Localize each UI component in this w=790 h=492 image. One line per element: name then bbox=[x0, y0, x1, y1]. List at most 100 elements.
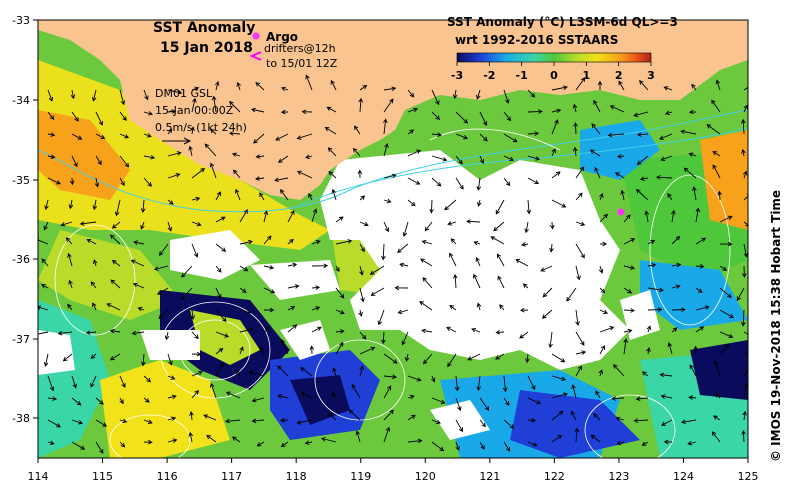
current-vector bbox=[671, 262, 682, 268]
current-vector bbox=[736, 287, 745, 302]
current-vector bbox=[551, 375, 567, 382]
current-vector bbox=[300, 367, 313, 377]
current-vector bbox=[646, 325, 652, 333]
current-vector bbox=[477, 199, 482, 207]
map-date: 15 Jan 2018 bbox=[160, 40, 253, 56]
current-vector bbox=[503, 397, 510, 406]
current-vector bbox=[695, 305, 710, 311]
current-vector bbox=[542, 287, 553, 298]
current-vector bbox=[712, 164, 721, 179]
current-vector bbox=[572, 103, 578, 113]
current-vector bbox=[473, 240, 481, 246]
current-vector bbox=[167, 151, 182, 157]
current-vector bbox=[493, 221, 505, 232]
current-vector bbox=[95, 155, 102, 166]
current-vector bbox=[683, 167, 697, 179]
current-vector bbox=[526, 199, 532, 215]
current-vector bbox=[167, 375, 176, 380]
current-vector bbox=[496, 253, 505, 267]
current-vector bbox=[503, 419, 515, 429]
current-vector bbox=[521, 242, 529, 247]
current-vector bbox=[431, 132, 442, 138]
current-vector bbox=[667, 193, 673, 201]
current-vector bbox=[549, 243, 554, 253]
current-vector bbox=[719, 241, 733, 247]
current-vector bbox=[429, 199, 434, 214]
cloud-mask-region bbox=[140, 330, 200, 360]
current-vector bbox=[157, 287, 169, 295]
current-vector bbox=[359, 365, 365, 377]
warm-anomaly-patch bbox=[700, 130, 748, 230]
current-vector bbox=[355, 430, 361, 443]
current-vector bbox=[190, 309, 196, 320]
current-vector bbox=[209, 128, 217, 135]
current-vector bbox=[575, 192, 583, 201]
cloud-mask-region bbox=[38, 330, 75, 375]
current-vector bbox=[404, 353, 410, 362]
current-vector bbox=[369, 265, 385, 275]
current-vector bbox=[47, 111, 55, 121]
current-vector bbox=[95, 441, 104, 454]
current-vector bbox=[119, 111, 127, 122]
current-vector bbox=[359, 287, 365, 303]
current-vector bbox=[277, 365, 289, 377]
current-vector bbox=[191, 86, 200, 92]
current-vector bbox=[383, 198, 392, 204]
current-vector bbox=[277, 155, 289, 163]
current-vector bbox=[85, 330, 97, 335]
current-vector bbox=[143, 397, 150, 403]
current-vector bbox=[641, 371, 649, 377]
current-vector bbox=[331, 392, 337, 399]
current-vector bbox=[301, 109, 313, 115]
current-vector bbox=[519, 307, 529, 313]
model-label: DM01 GSL bbox=[155, 87, 213, 100]
current-vector bbox=[231, 436, 241, 443]
argo-label: Argo bbox=[266, 30, 298, 44]
current-vector bbox=[287, 262, 298, 268]
current-vector bbox=[742, 265, 747, 278]
current-vector bbox=[191, 331, 199, 340]
current-vector bbox=[215, 287, 222, 299]
current-vector bbox=[659, 133, 673, 140]
current-vector bbox=[140, 199, 146, 214]
current-vector bbox=[575, 309, 580, 327]
current-vector bbox=[719, 287, 732, 298]
current-vector bbox=[589, 149, 601, 157]
current-vector bbox=[114, 199, 121, 217]
current-vector bbox=[623, 308, 636, 313]
current-vector bbox=[331, 188, 337, 201]
current-vector bbox=[311, 285, 321, 290]
colorbar-tick-label: -2 bbox=[483, 69, 495, 82]
current-vector bbox=[497, 275, 505, 289]
current-vector bbox=[636, 155, 649, 165]
current-vector bbox=[143, 439, 153, 445]
current-vector bbox=[575, 350, 587, 355]
current-vector bbox=[94, 177, 100, 188]
current-vector bbox=[541, 309, 553, 319]
current-vector bbox=[381, 331, 386, 345]
current-vector bbox=[490, 236, 505, 245]
current-vector bbox=[215, 243, 227, 252]
current-vector bbox=[351, 383, 361, 399]
current-vector bbox=[455, 133, 469, 140]
current-vector bbox=[326, 106, 337, 113]
current-vector bbox=[140, 353, 146, 367]
current-vector bbox=[311, 326, 322, 333]
current-vector bbox=[740, 118, 746, 135]
current-vector bbox=[407, 149, 422, 157]
current-vector bbox=[215, 265, 222, 273]
current-vector bbox=[473, 273, 481, 289]
cloud-mask-region bbox=[170, 230, 260, 280]
current-vector bbox=[599, 193, 604, 201]
current-vector bbox=[158, 309, 169, 320]
map-title: SST Anomaly bbox=[153, 20, 255, 36]
current-vector bbox=[47, 375, 55, 392]
current-vector bbox=[595, 390, 601, 399]
current-vector bbox=[92, 199, 98, 211]
current-vector bbox=[143, 177, 152, 187]
current-vector bbox=[191, 351, 202, 357]
current-vector bbox=[476, 302, 482, 311]
current-vector bbox=[95, 419, 108, 427]
current-vector bbox=[167, 173, 181, 179]
colorbar-title: SST Anomaly (°C) L3SM-6d QL>=3 bbox=[447, 15, 678, 29]
